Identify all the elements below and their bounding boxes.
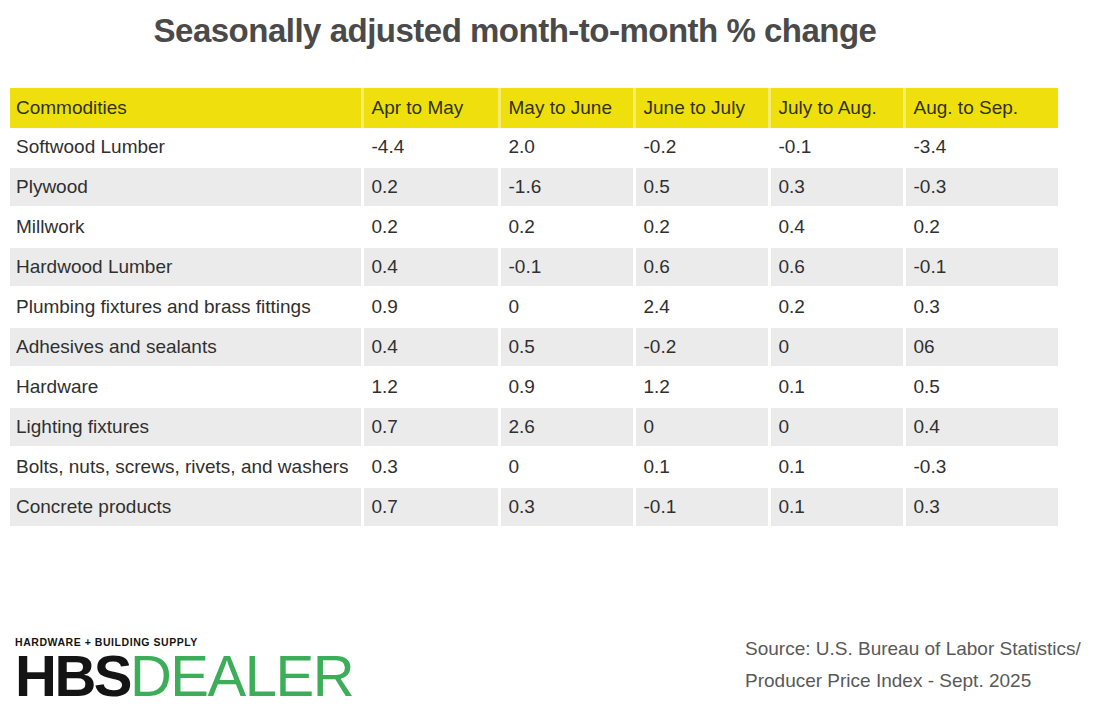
value-cell: -0.3: [904, 447, 1058, 487]
value-cell: 0.9: [362, 287, 499, 327]
value-cell: 0.2: [362, 167, 499, 207]
table-row: Bolts, nuts, screws, rivets, and washers…: [10, 447, 1058, 487]
source-attribution: Source: U.S. Bureau of Labor Statistics/…: [745, 633, 1081, 696]
value-cell: 0: [769, 327, 904, 367]
value-cell: 0.4: [904, 407, 1058, 447]
value-cell: 0.1: [769, 367, 904, 407]
value-cell: 2.6: [499, 407, 634, 447]
value-cell: 0.4: [362, 247, 499, 287]
page: Seasonally adjusted month-to-month % cha…: [0, 0, 1094, 719]
value-cell: -0.3: [904, 167, 1058, 207]
hbs-dealer-logo: HARDWARE + BUILDING SUPPLY HBSDEALER: [15, 636, 353, 703]
value-cell: -3.4: [904, 128, 1058, 167]
value-cell: 0.1: [769, 447, 904, 487]
value-cell: 0: [634, 407, 769, 447]
value-cell: 0.1: [634, 447, 769, 487]
value-cell: 2.0: [499, 128, 634, 167]
value-cell: 0.3: [769, 167, 904, 207]
value-cell: 1.2: [634, 367, 769, 407]
value-cell: 0.2: [904, 207, 1058, 247]
value-cell: 2.4: [634, 287, 769, 327]
header-cell-apr-may: Apr to May: [362, 88, 499, 128]
commodity-name-cell: Plumbing fixtures and brass fittings: [10, 287, 362, 327]
value-cell: -0.1: [634, 487, 769, 527]
commodity-name-cell: Hardware: [10, 367, 362, 407]
value-cell: 0.5: [634, 167, 769, 207]
table-container: Commodities Apr to May May to June June …: [10, 88, 1058, 528]
value-cell: 0.6: [769, 247, 904, 287]
page-title: Seasonally adjusted month-to-month % cha…: [0, 12, 1030, 50]
table-row: Millwork 0.2 0.2 0.2 0.4 0.2: [10, 207, 1058, 247]
value-cell: 0.4: [769, 207, 904, 247]
table-row: Lighting fixtures 0.7 2.6 0 0 0.4: [10, 407, 1058, 447]
value-cell: 0.2: [769, 287, 904, 327]
value-cell: -1.6: [499, 167, 634, 207]
header-cell-commodities: Commodities: [10, 88, 362, 128]
commodity-name-cell: Adhesives and sealants: [10, 327, 362, 367]
commodity-name-cell: Concrete products: [10, 487, 362, 527]
value-cell: -0.2: [634, 327, 769, 367]
commodity-name-cell: Bolts, nuts, screws, rivets, and washers: [10, 447, 362, 487]
table-row: Softwood Lumber -4.4 2.0 -0.2 -0.1 -3.4: [10, 128, 1058, 167]
commodity-name-cell: Lighting fixtures: [10, 407, 362, 447]
value-cell: 0.6: [634, 247, 769, 287]
table-row: Adhesives and sealants 0.4 0.5 -0.2 0 06: [10, 327, 1058, 367]
table-row: Plywood 0.2 -1.6 0.5 0.3 -0.3: [10, 167, 1058, 207]
value-cell: 0.3: [499, 487, 634, 527]
commodity-name-cell: Plywood: [10, 167, 362, 207]
value-cell: -0.1: [499, 247, 634, 287]
value-cell: 0.5: [904, 367, 1058, 407]
value-cell: 0.2: [362, 207, 499, 247]
value-cell: 0.2: [499, 207, 634, 247]
value-cell: 0.3: [904, 487, 1058, 527]
logo-hbs-text: HBS: [15, 643, 130, 708]
source-line-1: Source: U.S. Bureau of Labor Statistics/: [745, 633, 1081, 665]
value-cell: -4.4: [362, 128, 499, 167]
value-cell: -0.1: [904, 247, 1058, 287]
header-cell-may-june: May to June: [499, 88, 634, 128]
commodity-name-cell: Softwood Lumber: [10, 128, 362, 167]
table-row: Hardwood Lumber 0.4 -0.1 0.6 0.6 -0.1: [10, 247, 1058, 287]
table-row: Hardware 1.2 0.9 1.2 0.1 0.5: [10, 367, 1058, 407]
value-cell: 06: [904, 327, 1058, 367]
header-cell-june-july: June to July: [634, 88, 769, 128]
value-cell: 0.7: [362, 407, 499, 447]
table-row: Concrete products 0.7 0.3 -0.1 0.1 0.3: [10, 487, 1058, 527]
value-cell: 0: [499, 447, 634, 487]
header-cell-aug-sep: Aug. to Sep.: [904, 88, 1058, 128]
value-cell: 0.9: [499, 367, 634, 407]
value-cell: 0.5: [499, 327, 634, 367]
table-header-row: Commodities Apr to May May to June June …: [10, 88, 1058, 128]
value-cell: -0.2: [634, 128, 769, 167]
value-cell: -0.1: [769, 128, 904, 167]
table-row: Plumbing fixtures and brass fittings 0.9…: [10, 287, 1058, 327]
value-cell: 0: [499, 287, 634, 327]
logo-dealer-text: DEALER: [130, 643, 353, 708]
value-cell: 1.2: [362, 367, 499, 407]
value-cell: 0.3: [904, 287, 1058, 327]
commodity-name-cell: Hardwood Lumber: [10, 247, 362, 287]
logo-wordmark: HBSDEALER: [15, 649, 353, 703]
commodities-table: Commodities Apr to May May to June June …: [10, 88, 1058, 528]
value-cell: 0: [769, 407, 904, 447]
value-cell: 0.3: [362, 447, 499, 487]
value-cell: 0.2: [634, 207, 769, 247]
value-cell: 0.1: [769, 487, 904, 527]
value-cell: 0.4: [362, 327, 499, 367]
commodity-name-cell: Millwork: [10, 207, 362, 247]
header-cell-july-aug: July to Aug.: [769, 88, 904, 128]
value-cell: 0.7: [362, 487, 499, 527]
source-line-2: Producer Price Index - Sept. 2025: [745, 665, 1081, 697]
